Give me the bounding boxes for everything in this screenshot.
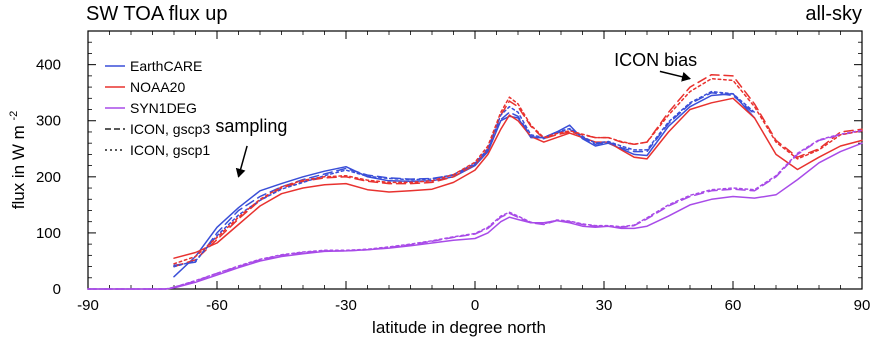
chart-title: SW TOA flux up (86, 3, 228, 25)
legend-item-label: EarthCARE (130, 58, 202, 74)
legend: EarthCARE NOAA20 SYN1DEG ICON, gscp3 ICON, g… (105, 58, 210, 158)
series-icon-gscp1-dotted-line (173, 77, 863, 265)
annotation-label: sampling (215, 116, 287, 136)
x-tick-label: -30 (335, 297, 357, 314)
annotation-arrow (659, 70, 691, 82)
legend-item-label: NOAA20 (130, 79, 185, 95)
legend-item-label: ICON, gscp3 (130, 121, 210, 137)
legend-item-label: SYN1DEG (130, 100, 197, 116)
series-earthcare-solid-line (173, 93, 756, 278)
x-tick-label: 0 (471, 297, 479, 314)
chart-subtitle: all-sky (805, 3, 862, 25)
y-tick-label: 0 (53, 281, 61, 298)
y-tick-label: 300 (36, 113, 61, 130)
annotation-arrow (235, 145, 248, 178)
axes: -90 -60 -30 0 30 60 90 0 100 200 300 400 latitude in… (8, 30, 871, 337)
y-axis-label-superscript: -2 (8, 111, 20, 121)
y-tick-label: 200 (36, 169, 61, 186)
y-axis-label-text: flux in W m (9, 120, 28, 209)
series-icon-gscp1-dotted-line (87, 129, 863, 290)
x-tick-label: 90 (854, 297, 871, 314)
series-icon-gscp3-dashed-line (173, 73, 863, 268)
x-tick-label: -90 (77, 297, 99, 314)
legend-item-label: ICON, gscp1 (130, 142, 210, 158)
x-tick-label: 60 (725, 297, 742, 314)
series-icon-gscp1-dotted-line (173, 90, 756, 268)
y-tick-label: 400 (36, 57, 61, 74)
series-syn1deg-solid-line (87, 142, 863, 290)
y-axis-label: flux in W m -2 (8, 111, 28, 210)
annotations: sampling ICON bias (215, 50, 697, 178)
x-tick-label: 30 (596, 297, 613, 314)
x-tick-label: -60 (206, 297, 228, 314)
annotation-label: ICON bias (614, 50, 697, 70)
y-tick-label: 100 (36, 225, 61, 242)
series-group (87, 73, 863, 290)
x-axis-label: latitude in degree north (372, 318, 546, 337)
